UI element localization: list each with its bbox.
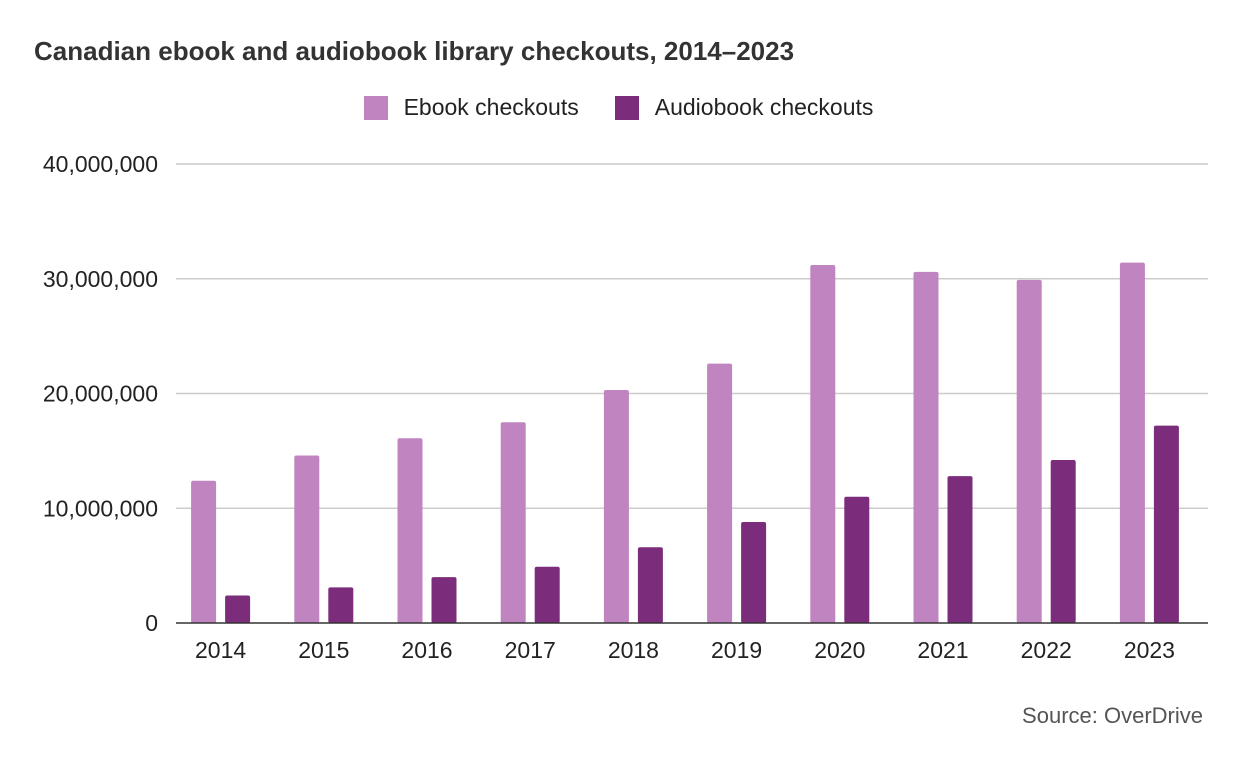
bar-audiobook-2015[interactable] [328,587,354,623]
bar-audiobook-2016[interactable] [431,577,457,623]
bar-ebook-2019[interactable] [707,363,733,623]
bar-ebook-2016[interactable] [397,438,423,623]
bar-audiobook-2022[interactable] [1050,460,1076,623]
bar-audiobook-2014[interactable] [225,595,251,623]
y-tick-label: 40,000,000 [43,151,158,177]
bar-audiobook-2020[interactable] [844,496,870,623]
bar-ebook-2018[interactable] [603,390,629,623]
legend-swatch-audiobook [614,95,639,120]
bar-audiobook-2017[interactable] [534,566,560,623]
legend-item-ebook[interactable]: Ebook checkouts [363,94,579,121]
y-axis-ticks: 0 10,000,000 20,000,000 30,000,000 40,000,00… [43,151,158,636]
y-tick-label: 20,000,000 [43,381,158,407]
legend-label-audiobook: Audiobook checkouts [654,94,874,120]
x-tick-label: 2023 [1124,637,1175,663]
x-tick-label: 2021 [917,637,968,663]
gridlines [176,163,1208,509]
bar-audiobook-2018[interactable] [637,547,663,623]
bar-audiobook-2021[interactable] [947,476,973,623]
x-tick-label: 2022 [1021,637,1072,663]
bar-ebook-2023[interactable] [1119,262,1145,623]
bar-audiobook-2023[interactable] [1153,425,1179,623]
y-tick-label: 30,000,000 [43,266,158,292]
x-tick-label: 2019 [711,637,762,663]
bar-ebook-2014[interactable] [191,480,217,623]
bar-ebook-2017[interactable] [500,422,526,623]
x-axis-ticks: 2014 2015 2016 2017 2018 2019 2020 2021 2022 2023 [195,637,1175,663]
x-tick-label: 2020 [814,637,865,663]
bar-ebook-2022[interactable] [1016,279,1042,623]
legend-label-ebook: Ebook checkouts [403,94,579,120]
legend: Ebook checkouts Audiobook checkouts [0,94,1237,121]
x-tick-label: 2016 [401,637,452,663]
y-tick-label: 10,000,000 [43,495,158,521]
bar-ebook-2020[interactable] [810,264,836,623]
bar-ebook-2015[interactable] [294,455,320,623]
bars [191,262,1179,623]
x-tick-label: 2014 [195,637,246,663]
bar-ebook-2021[interactable] [913,271,939,623]
x-tick-label: 2017 [505,637,556,663]
legend-swatch-ebook [363,95,388,120]
y-tick-label: 0 [145,610,158,636]
source-note: Source: OverDrive [1022,703,1203,728]
legend-item-audiobook[interactable]: Audiobook checkouts [614,94,874,121]
chart-title: Canadian ebook and audiobook library che… [34,36,795,66]
x-tick-label: 2018 [608,637,659,663]
bar-audiobook-2019[interactable] [741,522,767,623]
x-tick-label: 2015 [298,637,349,663]
